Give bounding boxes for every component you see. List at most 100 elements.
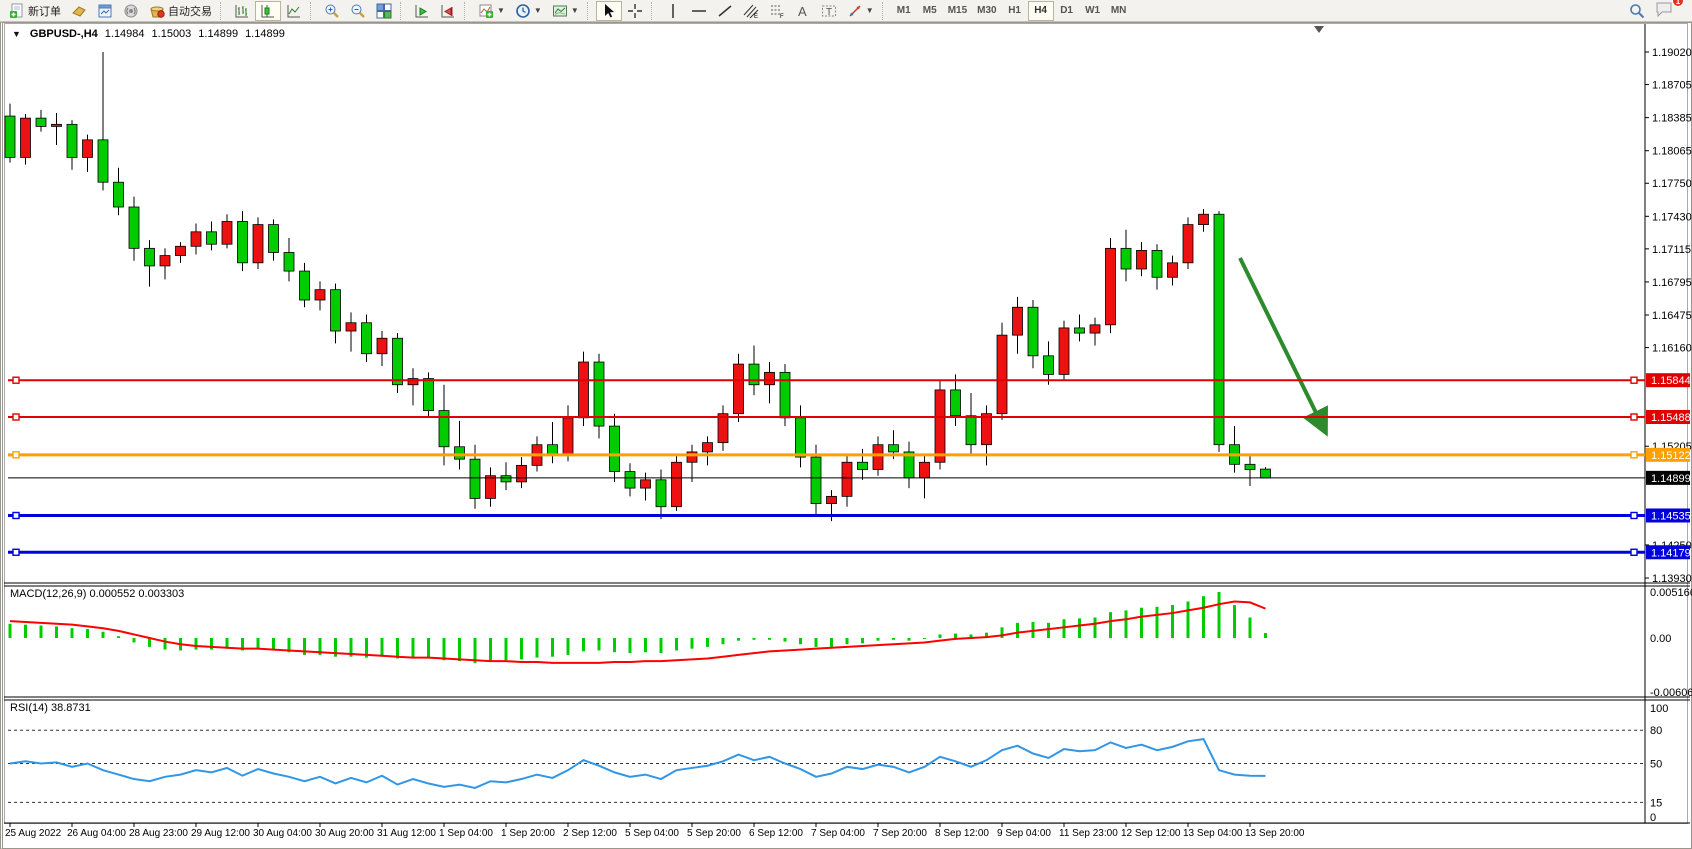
one-click-trading-toggle[interactable]: ▼ [12, 29, 21, 39]
new-order-icon [9, 3, 25, 19]
candle [1136, 250, 1147, 270]
text-label-tool-button[interactable]: T [816, 1, 842, 21]
price-label-bubble [1646, 373, 1690, 388]
candle [175, 245, 186, 256]
zoom-in-button[interactable] [319, 1, 345, 21]
chevron-down-icon: ▼ [533, 6, 542, 15]
chevron-down-icon: ▼ [865, 6, 874, 15]
chart-window[interactable] [0, 22, 1692, 849]
timeframe-mn-button[interactable]: MN [1106, 1, 1132, 21]
chevron-down-icon: ▼ [570, 6, 579, 15]
hline-handle[interactable] [12, 548, 20, 556]
timeframe-m1-button[interactable]: M1 [891, 1, 917, 21]
hline-handle[interactable] [1630, 413, 1638, 421]
equidistant-channel-tool-button[interactable]: E [738, 1, 764, 21]
price-label-text: 1.15488 [1651, 412, 1691, 424]
indicators-button[interactable]: ▼ [473, 1, 510, 21]
hline-handle[interactable] [1630, 548, 1638, 556]
timeframe-m5-button[interactable]: M5 [917, 1, 943, 21]
rsi-axis-label: 100 [1650, 703, 1668, 715]
price-label-bubble [1646, 447, 1690, 462]
hline-handle[interactable] [12, 451, 20, 459]
crosshair-tool-button[interactable] [622, 1, 648, 21]
rsi-line [9, 737, 1266, 789]
date-tick-label: 7 Sep 04:00 [811, 828, 865, 839]
fibonacci-tool-button[interactable]: F [764, 1, 790, 21]
candle [593, 361, 605, 427]
trendline-tool-button[interactable] [712, 1, 738, 21]
svg-text:E: E [754, 14, 758, 19]
candle [82, 139, 93, 158]
hline-handle[interactable] [12, 413, 20, 421]
timeframe-w1-button[interactable]: W1 [1080, 1, 1106, 21]
new-order-label: 新订单 [28, 5, 61, 18]
candle [996, 334, 1008, 415]
text-label-icon: T [821, 3, 837, 19]
candle [810, 456, 822, 504]
hline-handle[interactable] [12, 376, 20, 384]
candle [20, 117, 31, 158]
hline-handle[interactable] [1630, 376, 1638, 384]
macd-header: MACD(12,26,9) 0.000552 0.003303 [10, 588, 185, 600]
macd-signal-line [9, 600, 1266, 664]
timeframe-h1-button[interactable]: H1 [1002, 1, 1028, 21]
candle [702, 442, 713, 453]
price-label-text: 1.15844 [1651, 375, 1691, 387]
date-tick-label: 1 Sep 20:00 [501, 828, 555, 839]
date-tick-label: 9 Sep 04:00 [997, 828, 1051, 839]
new-order-button[interactable]: 新订单 [4, 1, 66, 21]
bar-chart-icon [234, 3, 250, 19]
candle [733, 363, 744, 415]
templates-button[interactable]: ▼ [547, 1, 584, 21]
candle [485, 475, 496, 499]
candle [252, 224, 264, 264]
auto-trading-button[interactable]: 自动交易 [144, 1, 217, 21]
candle [35, 117, 47, 127]
timeframe-m30-button[interactable]: M30 [972, 1, 1001, 21]
timeframe-h4-button[interactable]: H4 [1027, 0, 1054, 21]
price-label-text: 1.14179 [1651, 547, 1691, 559]
zoom-out-button[interactable] [345, 1, 371, 21]
search-icon [1629, 3, 1645, 19]
candle [795, 417, 806, 458]
rsi-axis-label: 15 [1650, 797, 1662, 809]
date-tick-label: 7 Sep 20:00 [873, 828, 927, 839]
tile-windows-icon [376, 3, 392, 19]
trend-arrow-object[interactable] [1238, 257, 1328, 437]
new-chart-button[interactable] [66, 1, 92, 21]
auto-scroll-button[interactable] [409, 1, 435, 21]
hline-handle[interactable] [12, 511, 20, 520]
indicators-icon [478, 3, 494, 19]
timeframe-m15-button[interactable]: M15 [943, 1, 972, 21]
zoom-in-icon [324, 3, 340, 19]
chart-shift-marker[interactable] [1314, 26, 1324, 33]
profiles-button[interactable] [92, 1, 118, 21]
auto-scroll-icon [414, 3, 430, 19]
chart-shift-button[interactable] [435, 1, 461, 21]
vertical-line-tool-button[interactable] [660, 1, 686, 21]
candle [113, 181, 124, 208]
candlestick-chart-icon [260, 3, 276, 19]
horizontal-line-tool-button[interactable] [686, 1, 712, 21]
search-button[interactable] [1624, 1, 1650, 21]
price-tick-label: 1.17115 [1652, 244, 1691, 256]
hline-handle[interactable] [1630, 511, 1638, 520]
date-tick-label: 31 Aug 12:00 [377, 828, 436, 839]
chat-button[interactable] [1650, 0, 1678, 19]
market-signal-button[interactable] [118, 1, 144, 21]
bar-chart-button[interactable] [229, 1, 255, 21]
timeframe-d1-button[interactable]: D1 [1054, 1, 1080, 21]
templates-icon [552, 3, 568, 19]
candle [299, 270, 310, 301]
candlestick-chart-button[interactable] [255, 0, 281, 21]
candle [1182, 224, 1194, 264]
line-chart-button[interactable] [281, 1, 307, 21]
arrows-tool-button[interactable]: ▼ [842, 1, 879, 21]
text-tool-button[interactable]: A [790, 1, 816, 21]
cursor-tool-button[interactable] [595, 0, 622, 21]
periods-button[interactable]: ▼ [510, 1, 547, 21]
hline-handle[interactable] [1630, 451, 1638, 459]
tile-windows-button[interactable] [371, 1, 397, 21]
notification-badge[interactable]: 1 [1672, 0, 1684, 7]
